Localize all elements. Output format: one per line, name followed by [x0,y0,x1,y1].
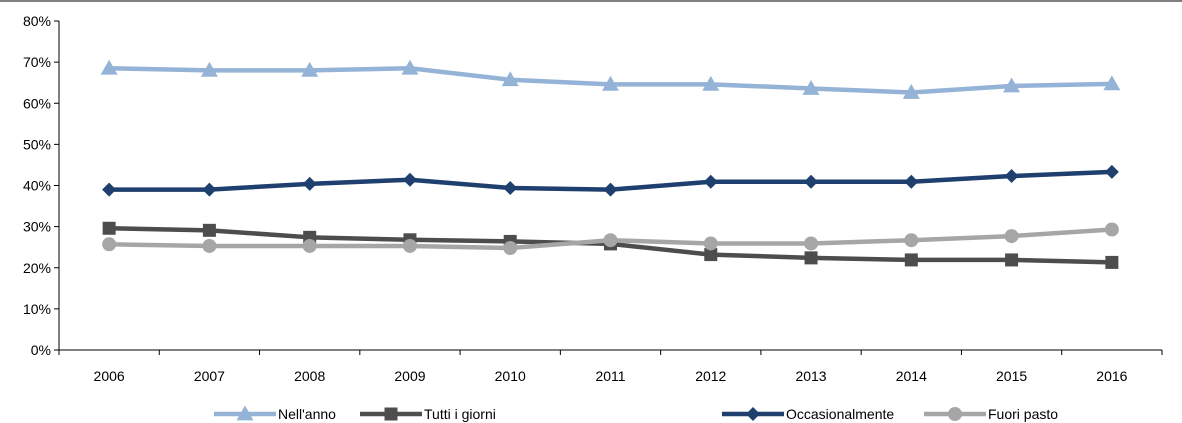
series-point [100,59,118,75]
legend-swatch-marker [948,407,962,421]
series-point [503,241,518,256]
legend: Nell'anno Tutti i giorni Occasionalmente Fu… [214,405,1058,422]
series-point [602,75,619,91]
x-tick-label: 2013 [795,368,826,384]
x-tick-label: 2010 [495,368,526,384]
series-point [902,84,920,99]
x-tick-label: 2007 [194,368,225,384]
legend-swatch-marker [746,407,760,421]
x-tick-label: 2015 [996,368,1027,384]
series-point [302,238,317,253]
legend-item: Fuori pasto [924,406,1058,422]
y-tick-label: 40% [23,178,51,194]
series-point [402,172,417,187]
legend-swatch-marker [384,407,398,421]
series-point [1003,77,1021,93]
series-point [804,236,819,251]
x-tick-label: 2006 [94,368,125,384]
series-point [202,223,216,237]
series-point [1103,75,1121,91]
legend-label: Tutti i giorni [424,406,496,422]
series-point [703,174,718,189]
series-point [402,238,417,253]
legend-swatch-marker [236,405,254,421]
series-point [102,221,116,235]
y-tick-label: 0% [31,342,51,358]
series-point [603,182,618,197]
series-point [1004,169,1019,184]
series-4 [102,222,1119,256]
series-point [202,238,217,253]
series-point [703,236,718,251]
y-tick-label: 80% [23,13,51,29]
y-tick-label: 50% [23,136,51,152]
series-point [1004,229,1019,244]
legend-label: Occasionalmente [786,406,894,422]
series-point [702,75,720,91]
y-tick-label: 60% [23,95,51,111]
y-tick-label: 30% [23,219,51,235]
y-tick-label: 10% [23,301,51,317]
y-axis: 0% 10% 20% 30% 40% 50% 60% 70% 80% [23,13,60,358]
series-point [102,182,117,197]
series-point [401,59,419,75]
series-point [603,233,618,248]
x-tick-label: 2009 [394,368,425,384]
series-point [804,174,819,189]
x-tick-label: 2016 [1096,368,1127,384]
series-point [200,61,218,77]
series-point [1104,164,1119,179]
series-point [301,61,319,77]
series-point [704,248,718,262]
y-tick-label: 70% [23,54,51,70]
legend-item: Tutti i giorni [360,406,496,422]
legend-item: Occasionalmente [722,406,894,422]
series-point [804,251,818,265]
series-point [1105,255,1119,269]
x-tick-label: 2011 [595,368,625,384]
series-point [904,174,919,189]
series-point [904,253,918,267]
series-3 [102,164,1119,197]
x-tick-label: 2008 [294,368,325,384]
series-point [1104,222,1119,237]
series-1 [100,59,1121,99]
legend-label: Nell'anno [278,406,336,422]
legend-item: Nell'anno [214,405,336,422]
x-tick-label: 2014 [896,368,927,384]
series-point [202,182,217,197]
series-point [802,79,820,95]
series-point [904,233,919,248]
series-point [501,71,519,87]
series-layer [100,59,1121,269]
series-point [102,237,117,252]
series-point [1005,253,1019,267]
x-axis: 2006 2007 2008 2009 2010 2011 2012 2013 2014 2015… [58,349,1163,384]
series-point [503,180,518,195]
y-tick-label: 20% [23,260,51,276]
x-tick-label: 2012 [695,368,726,384]
legend-label: Fuori pasto [988,406,1058,422]
series-point [302,176,317,191]
